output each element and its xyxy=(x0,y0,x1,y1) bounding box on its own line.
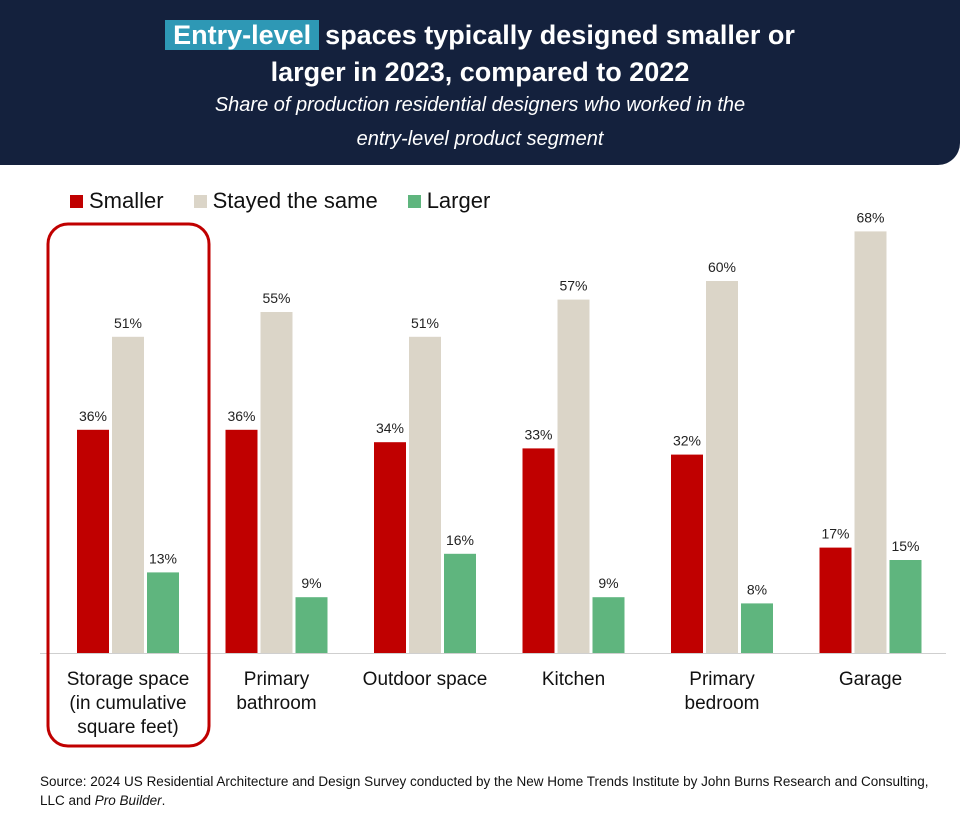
category-label: Primary xyxy=(244,669,310,690)
legend-label: Larger xyxy=(426,188,491,213)
data-label: 57% xyxy=(559,278,587,294)
bar-smaller xyxy=(522,448,555,653)
bar-smaller xyxy=(225,429,258,653)
data-label: 15% xyxy=(891,538,919,554)
legend: Smaller Stayed the same Larger xyxy=(70,186,520,216)
data-label: 13% xyxy=(149,550,177,566)
legend-label: Smaller xyxy=(89,188,164,213)
bar-smaller xyxy=(77,429,109,653)
legend-item-larger: Larger xyxy=(407,188,491,214)
category-label: Kitchen xyxy=(542,669,605,690)
legend-label: Stayed the same xyxy=(212,188,378,213)
bar-stayed-the-same xyxy=(706,281,738,653)
data-label: 60% xyxy=(708,259,736,275)
data-label: 9% xyxy=(301,575,321,591)
category-label: Outdoor space xyxy=(363,669,488,690)
category-label: Primary xyxy=(689,669,755,690)
category-label: bedroom xyxy=(685,693,760,714)
bar-stayed-the-same xyxy=(557,299,590,653)
bar-stayed-the-same xyxy=(112,336,144,653)
bar-stayed-the-same xyxy=(854,231,887,653)
data-label: 32% xyxy=(673,433,701,449)
data-label: 51% xyxy=(114,315,142,331)
data-label: 36% xyxy=(227,408,255,424)
chart-subtitle-line1: Share of production residential designer… xyxy=(214,94,746,116)
source-end: . xyxy=(161,793,166,808)
data-label: 36% xyxy=(79,408,107,424)
bar-stayed-the-same xyxy=(260,312,293,653)
chart-title-line1: Entry-level spaces typically designed sma… xyxy=(0,18,960,52)
bar-larger xyxy=(741,603,773,653)
bar-larger xyxy=(147,572,179,653)
bar-smaller xyxy=(374,442,406,653)
data-label: 55% xyxy=(262,290,290,306)
data-label: 51% xyxy=(411,315,439,331)
chart-subtitle-line2: entry-level product segment xyxy=(356,128,604,150)
chart-title-line2: larger in 2023, compared to 2022 xyxy=(270,57,690,87)
title-highlight: Entry-level xyxy=(165,20,320,50)
legend-item-same: Stayed the same xyxy=(193,188,378,214)
bar-larger xyxy=(295,597,328,653)
legend-item-smaller: Smaller xyxy=(70,188,164,214)
legend-swatch-same xyxy=(193,194,207,208)
bar-smaller xyxy=(671,454,703,653)
category-label: Storage space xyxy=(67,669,190,690)
source-text: Source: 2024 US Residential Architecture… xyxy=(40,774,929,808)
highlight-callout-box xyxy=(46,222,211,748)
bar-larger xyxy=(444,553,476,653)
data-label: 68% xyxy=(856,209,884,225)
bar-stayed-the-same xyxy=(409,336,441,653)
title-rest: spaces typically designed smaller or xyxy=(325,20,795,50)
category-label: square feet) xyxy=(77,717,178,738)
chart-header: Entry-level spaces typically designed sma… xyxy=(0,0,960,165)
bar-smaller xyxy=(819,547,852,653)
data-label: 33% xyxy=(524,426,552,442)
data-label: 34% xyxy=(376,420,404,436)
data-label: 17% xyxy=(821,526,849,542)
category-label: (in cumulative xyxy=(69,693,186,714)
category-label: Garage xyxy=(839,669,902,690)
data-label: 8% xyxy=(747,581,767,597)
source-note: Source: 2024 US Residential Architecture… xyxy=(40,772,940,810)
data-label: 16% xyxy=(446,532,474,548)
data-label: 9% xyxy=(598,575,618,591)
source-publication: Pro Builder xyxy=(94,793,162,808)
legend-swatch-smaller xyxy=(70,194,83,208)
bar-larger xyxy=(889,560,922,653)
legend-swatch-larger xyxy=(407,194,421,208)
bar-larger xyxy=(592,597,625,653)
category-label: bathroom xyxy=(236,693,316,714)
